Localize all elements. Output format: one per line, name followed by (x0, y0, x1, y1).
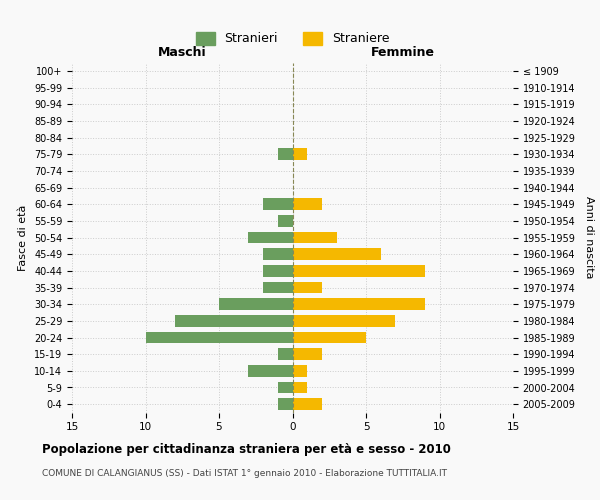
Bar (293, 332, 366, 344)
Bar (248, 232, 293, 243)
Bar (293, 248, 381, 260)
Bar (293, 398, 322, 410)
Bar (278, 148, 293, 160)
Bar (263, 265, 293, 276)
Bar (278, 348, 293, 360)
Bar (263, 198, 293, 210)
Bar (293, 198, 322, 210)
Text: COMUNE DI CALANGIANUS (SS) - Dati ISTAT 1° gennaio 2010 - Elaborazione TUTTITALI: COMUNE DI CALANGIANUS (SS) - Dati ISTAT … (42, 468, 447, 477)
Bar (248, 365, 293, 376)
Bar (219, 298, 293, 310)
Bar (293, 282, 322, 294)
Bar (293, 348, 322, 360)
Bar (293, 365, 307, 376)
Bar (278, 215, 293, 226)
Bar (263, 282, 293, 294)
Y-axis label: Fasce di età: Fasce di età (19, 204, 28, 270)
Bar (146, 332, 293, 344)
Bar (293, 382, 307, 394)
Bar (263, 248, 293, 260)
Text: Maschi: Maschi (158, 46, 206, 59)
Text: Femmine: Femmine (371, 46, 435, 59)
Y-axis label: Anni di nascita: Anni di nascita (584, 196, 594, 279)
Bar (278, 382, 293, 394)
Bar (293, 298, 425, 310)
Bar (293, 315, 395, 326)
Text: Popolazione per cittadinanza straniera per età e sesso - 2010: Popolazione per cittadinanza straniera p… (42, 442, 451, 456)
Bar (293, 265, 425, 276)
Legend: Stranieri, Straniere: Stranieri, Straniere (191, 26, 394, 50)
Bar (175, 315, 293, 326)
Bar (278, 398, 293, 410)
Bar (293, 232, 337, 243)
Bar (293, 148, 307, 160)
